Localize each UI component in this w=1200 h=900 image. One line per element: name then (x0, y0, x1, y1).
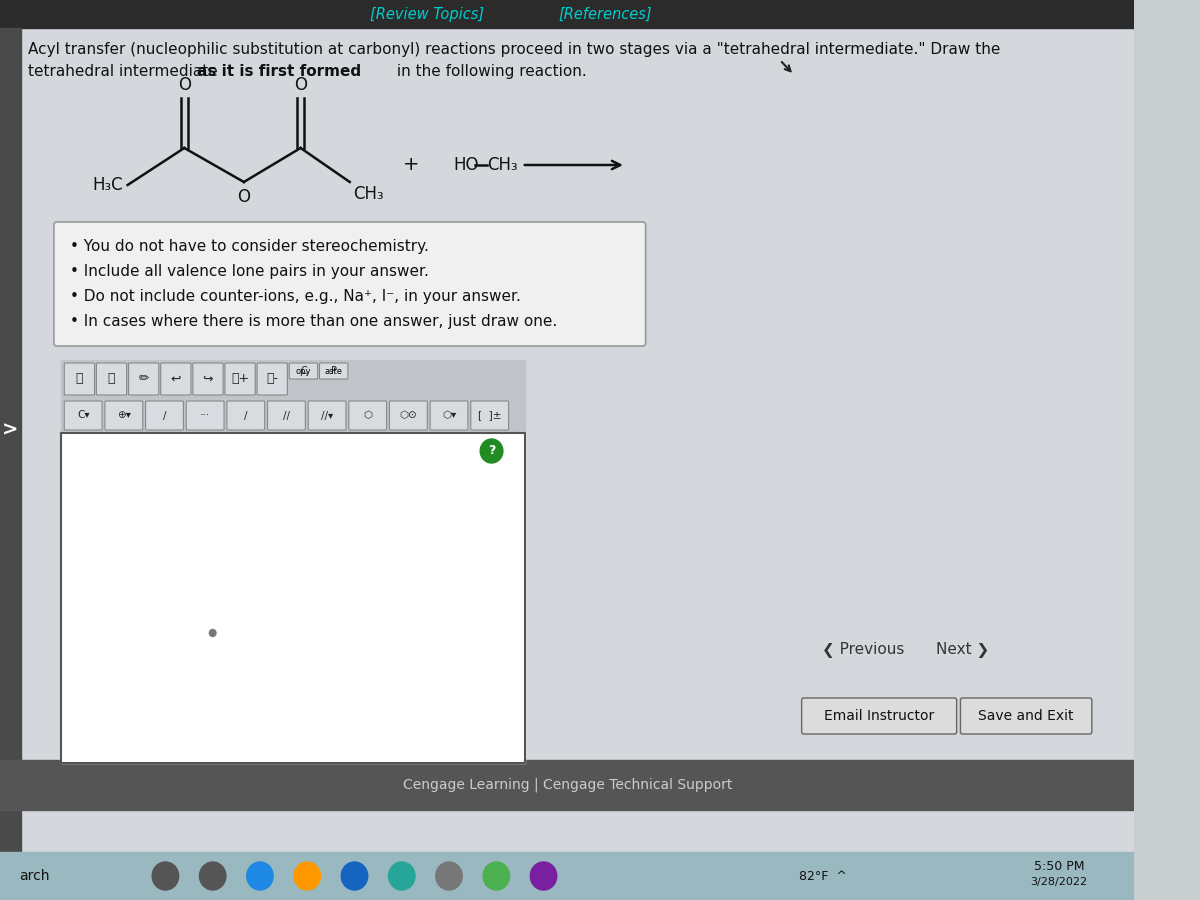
FancyBboxPatch shape (145, 401, 184, 430)
Text: [References]: [References] (558, 6, 652, 22)
Text: • You do not have to consider stereochemistry.: • You do not have to consider stereochem… (70, 239, 428, 254)
Text: /: / (163, 410, 167, 420)
FancyBboxPatch shape (390, 401, 427, 430)
Text: P: P (331, 366, 337, 376)
Circle shape (484, 862, 510, 890)
Circle shape (247, 862, 274, 890)
FancyBboxPatch shape (96, 363, 127, 395)
Text: tetrahedral intermediate: tetrahedral intermediate (29, 64, 223, 79)
FancyBboxPatch shape (257, 363, 287, 395)
FancyBboxPatch shape (224, 363, 256, 395)
Text: 5:50 PM: 5:50 PM (1033, 860, 1084, 872)
Text: Save and Exit: Save and Exit (978, 709, 1074, 723)
FancyBboxPatch shape (430, 401, 468, 430)
Text: H₃C: H₃C (92, 176, 122, 194)
Text: Next ❯: Next ❯ (936, 642, 989, 658)
Bar (0, 28, 20, 852)
Text: CH₃: CH₃ (487, 156, 517, 174)
Bar (0, 852, 1134, 900)
Text: +: + (403, 156, 420, 175)
Bar (61, 433, 524, 763)
FancyBboxPatch shape (319, 363, 348, 379)
FancyBboxPatch shape (65, 401, 102, 430)
Text: arch: arch (19, 869, 49, 883)
Text: ✋: ✋ (76, 373, 83, 385)
Circle shape (436, 862, 462, 890)
Text: 🔍+: 🔍+ (232, 373, 250, 385)
Text: /: / (244, 410, 247, 420)
Text: CH₃: CH₃ (354, 185, 384, 203)
FancyBboxPatch shape (65, 363, 95, 395)
Text: C▾: C▾ (77, 410, 90, 420)
FancyBboxPatch shape (268, 401, 305, 430)
Text: • In cases where there is more than one answer, just draw one.: • In cases where there is more than one … (70, 314, 557, 329)
Text: ↪: ↪ (203, 373, 214, 385)
Text: ⊕▾: ⊕▾ (116, 410, 131, 420)
Text: ✏: ✏ (138, 373, 149, 385)
FancyBboxPatch shape (104, 401, 143, 430)
Text: in the following reaction.: in the following reaction. (392, 64, 587, 79)
Circle shape (152, 862, 179, 890)
Circle shape (389, 862, 415, 890)
Text: HO: HO (454, 156, 479, 174)
Text: O: O (294, 76, 307, 94)
Text: opy: opy (295, 366, 311, 375)
Text: aste: aste (325, 366, 343, 375)
Circle shape (209, 629, 216, 636)
Text: 82°F  ^: 82°F ^ (799, 869, 847, 883)
Text: as it is first formed: as it is first formed (197, 64, 361, 79)
Text: ?: ? (488, 445, 496, 457)
Text: Acyl transfer (nucleophilic substitution at carbonyl) reactions proceed in two s: Acyl transfer (nucleophilic substitution… (29, 42, 1001, 57)
FancyBboxPatch shape (802, 698, 956, 734)
Text: ⬡: ⬡ (364, 410, 372, 420)
FancyBboxPatch shape (54, 222, 646, 346)
Bar (0, 0, 1134, 28)
Bar (0, 760, 1134, 810)
FancyBboxPatch shape (186, 401, 224, 430)
FancyBboxPatch shape (289, 363, 318, 379)
Text: ⬡⊙: ⬡⊙ (400, 410, 418, 420)
Bar (61, 360, 524, 398)
FancyBboxPatch shape (227, 401, 265, 430)
Text: ↩: ↩ (170, 373, 181, 385)
Text: 3/28/2022: 3/28/2022 (1030, 877, 1087, 887)
FancyBboxPatch shape (128, 363, 158, 395)
FancyBboxPatch shape (349, 401, 386, 430)
FancyBboxPatch shape (161, 363, 191, 395)
Circle shape (530, 862, 557, 890)
FancyBboxPatch shape (470, 401, 509, 430)
Text: • Include all valence lone pairs in your answer.: • Include all valence lone pairs in your… (70, 264, 428, 279)
Text: • Do not include counter-ions, e.g., Na⁺, I⁻, in your answer.: • Do not include counter-ions, e.g., Na⁺… (70, 289, 521, 304)
Text: [  ]±: [ ]± (478, 410, 502, 420)
Circle shape (199, 862, 226, 890)
Text: //▾: //▾ (320, 410, 334, 420)
Bar (61, 398, 524, 433)
Text: ···: ··· (200, 410, 210, 420)
Circle shape (341, 862, 367, 890)
FancyBboxPatch shape (193, 363, 223, 395)
Text: [Review Topics]: [Review Topics] (371, 6, 485, 22)
Text: 🔍-: 🔍- (266, 373, 278, 385)
Text: Cengage Learning | Cengage Technical Support: Cengage Learning | Cengage Technical Sup… (402, 778, 732, 792)
Text: O: O (238, 188, 251, 206)
Circle shape (480, 439, 503, 463)
Text: >: > (2, 420, 18, 439)
Text: 🧴: 🧴 (108, 373, 115, 385)
Text: ❮ Previous: ❮ Previous (822, 642, 905, 658)
Text: C: C (300, 366, 307, 376)
FancyBboxPatch shape (308, 401, 346, 430)
Text: O: O (178, 76, 191, 94)
Text: //: // (283, 410, 290, 420)
Text: ⬡▾: ⬡▾ (442, 410, 456, 420)
Text: Email Instructor: Email Instructor (824, 709, 935, 723)
FancyBboxPatch shape (960, 698, 1092, 734)
Circle shape (294, 862, 320, 890)
